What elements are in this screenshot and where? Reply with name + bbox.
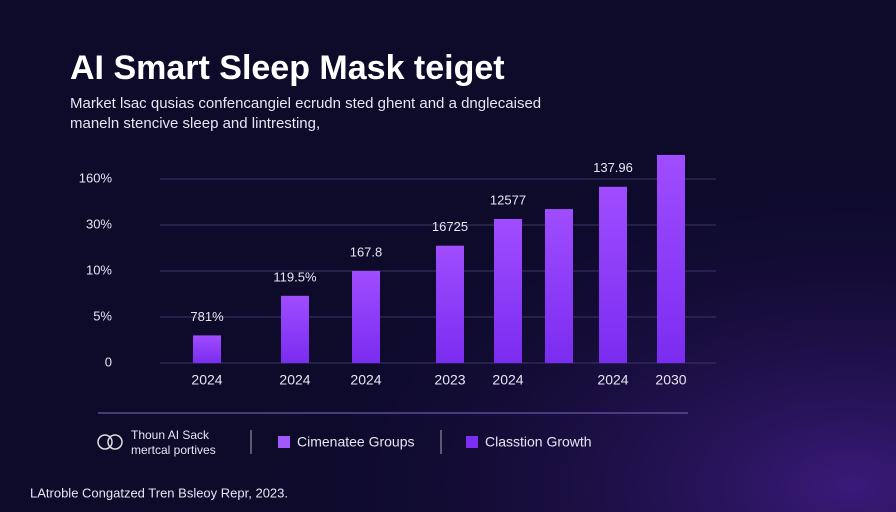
legend-swatch	[278, 436, 290, 448]
y-tick-label: 0	[105, 354, 112, 369]
legend-swatch	[466, 436, 478, 448]
chart-title: AI Smart Sleep Mask teiget	[70, 49, 505, 87]
bar	[193, 335, 221, 363]
data-label: 137.96	[593, 160, 633, 175]
brand-text: mertcal portives	[131, 443, 216, 457]
y-tick-label: 10%	[86, 262, 112, 277]
bar	[352, 271, 380, 363]
footer: LAtroble Congatzed Tren Bsleoy Repr, 202…	[30, 485, 288, 500]
bar	[494, 218, 522, 363]
x-tick-label: 2024	[350, 372, 381, 388]
data-label: 119.5%	[273, 269, 317, 284]
x-tick-label: 2024	[191, 372, 222, 388]
bar	[599, 186, 627, 363]
brand-logo	[97, 434, 123, 450]
subtitle: maneln stencive sleep and lintresting,	[70, 115, 320, 132]
data-label: 12577	[490, 192, 526, 207]
bar	[657, 154, 685, 363]
x-tick-label: 2030	[655, 372, 686, 388]
y-tick-label: 160%	[79, 170, 113, 185]
x-tick-label: 2024	[492, 372, 523, 388]
brand-text: Thoun AI Sack	[131, 428, 210, 442]
y-tick-label: 5%	[93, 308, 112, 323]
data-label: 16725	[432, 219, 468, 234]
x-tick-label: 2023	[434, 372, 465, 388]
subtitle: Market lsac qusias confencangiel ecrudn …	[70, 95, 541, 112]
legend-label: Cimenatee Groups	[297, 434, 415, 450]
data-label: 167.8	[350, 244, 383, 259]
y-tick-label: 30%	[86, 216, 112, 231]
bar	[545, 209, 573, 363]
x-tick-label: 2024	[597, 372, 628, 388]
bar	[281, 295, 309, 363]
bar	[436, 245, 464, 363]
legend-label: Classtion Growth	[485, 434, 592, 450]
x-tick-label: 2024	[279, 372, 310, 388]
data-label: 781%	[190, 309, 224, 324]
